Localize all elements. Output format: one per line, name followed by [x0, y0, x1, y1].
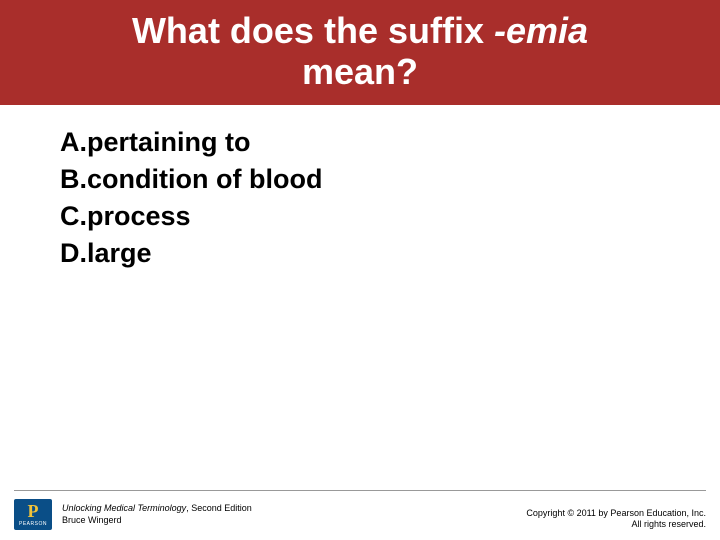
slide-footer: P PEARSON Unlocking Medical Terminology,…	[0, 482, 720, 540]
book-edition: , Second Edition	[186, 503, 252, 513]
pearson-logo: P PEARSON	[14, 499, 52, 530]
title-part2: mean?	[302, 51, 418, 92]
logo-brand: PEARSON	[19, 521, 47, 527]
book-author: Bruce Wingerd	[62, 515, 252, 526]
copyright-line2: All rights reserved.	[526, 519, 706, 530]
title-part1: What does the suffix	[132, 10, 494, 51]
option-text: process	[87, 201, 191, 231]
book-meta: Unlocking Medical Terminology, Second Ed…	[62, 503, 252, 526]
option-b: B.condition of blood	[60, 164, 670, 195]
option-text: pertaining to	[87, 127, 251, 157]
title-bar: What does the suffix -emia mean?	[0, 0, 720, 105]
option-letter: D.	[60, 238, 87, 268]
footer-divider	[14, 490, 706, 491]
answer-options: A.pertaining to B.condition of blood C.p…	[0, 105, 720, 269]
footer-right: Copyright © 2011 by Pearson Education, I…	[526, 508, 706, 531]
option-letter: C.	[60, 201, 87, 231]
option-text: condition of blood	[87, 164, 322, 194]
option-letter: B.	[60, 164, 87, 194]
option-d: D.large	[60, 238, 670, 269]
copyright-line1: Copyright © 2011 by Pearson Education, I…	[526, 508, 706, 519]
slide-title: What does the suffix -emia mean?	[40, 10, 680, 93]
footer-left: P PEARSON Unlocking Medical Terminology,…	[14, 499, 252, 530]
option-c: C.process	[60, 201, 670, 232]
option-a: A.pertaining to	[60, 127, 670, 158]
option-letter: A.	[60, 127, 87, 157]
logo-p-icon: P	[27, 502, 38, 520]
option-text: large	[87, 238, 152, 268]
title-italic: -emia	[494, 10, 588, 51]
book-title: Unlocking Medical Terminology	[62, 503, 186, 513]
